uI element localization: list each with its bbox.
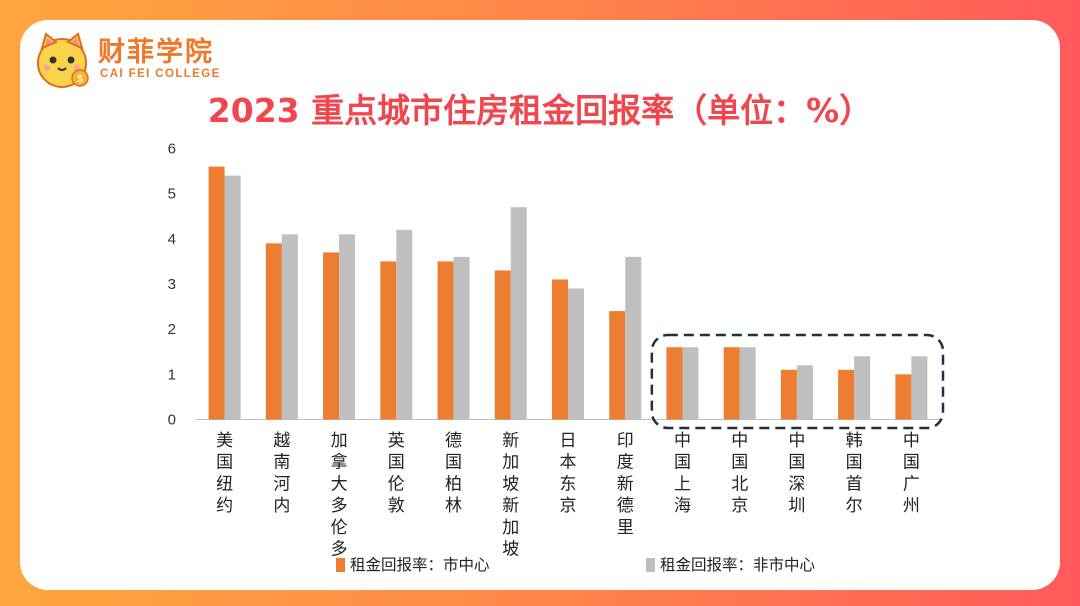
bar-series1 xyxy=(323,252,340,420)
bar-series1 xyxy=(552,279,568,420)
category-label: 越南河内 xyxy=(273,431,290,516)
bar-series2 xyxy=(911,356,928,420)
category-label: 德国柏林 xyxy=(445,431,462,516)
bar-series1 xyxy=(437,261,454,420)
y-tick-label: 2 xyxy=(168,321,176,338)
bar-series2 xyxy=(281,234,298,420)
bar-series1 xyxy=(838,369,855,420)
brand-name-cn: 财菲学院 xyxy=(98,37,214,68)
bar-series2 xyxy=(568,288,584,420)
bar-series2 xyxy=(625,256,642,420)
y-tick-label: 3 xyxy=(168,276,176,293)
category-label: 中国深圳 xyxy=(788,431,805,516)
cat-mascot-icon: $ xyxy=(37,32,89,88)
bar-series2 xyxy=(854,356,871,420)
bar-series2 xyxy=(796,365,813,420)
category-label: 加拿大多伦多 xyxy=(331,431,348,560)
bar-series2 xyxy=(339,234,356,420)
slide-card: $ 财菲学院 CAI FEI COLLEGE 2023 重点城市住房租金回报率（… xyxy=(20,20,1060,590)
bar-series1 xyxy=(265,243,282,420)
y-tick-label: 5 xyxy=(168,186,176,203)
bar-series2 xyxy=(682,347,699,420)
category-label: 中国北京 xyxy=(731,431,748,516)
category-label: 美国纽约 xyxy=(216,431,233,516)
category-label: 英国伦敦 xyxy=(388,431,405,516)
brand-name-en: CAI FEI COLLEGE xyxy=(100,68,221,80)
category-label: 新加坡新加坡 xyxy=(502,431,519,560)
legend-swatch-series1 xyxy=(336,558,345,572)
category-label: 中国广州 xyxy=(903,431,920,516)
y-tick-label: 1 xyxy=(168,366,176,383)
bar-series1 xyxy=(780,369,797,420)
bar-series1 xyxy=(494,270,511,420)
bar-series1 xyxy=(723,347,740,420)
bar-series1 xyxy=(609,311,626,420)
legend-label-series1: 租金回报率：市中心 xyxy=(350,556,490,574)
svg-text:$: $ xyxy=(77,74,83,85)
y-tick-label: 4 xyxy=(168,231,176,248)
bar-series2 xyxy=(739,347,756,420)
bar-series2 xyxy=(453,256,470,420)
bar-series1 xyxy=(666,347,683,420)
category-label: 印度新德里 xyxy=(617,431,634,538)
y-tick-label: 6 xyxy=(168,141,176,158)
brand-logo: $ 财菲学院 CAI FEI COLLEGE xyxy=(32,30,252,90)
highlight-box xyxy=(650,333,945,430)
category-label: 韩国首尔 xyxy=(846,431,863,516)
bar-series1 xyxy=(380,261,397,420)
y-tick-label: 0 xyxy=(168,412,176,429)
bar-series2 xyxy=(396,229,413,420)
bar-series2 xyxy=(510,207,527,420)
bar-series1 xyxy=(208,166,225,420)
chart-title: 2023 重点城市住房租金回报率（单位：%） xyxy=(207,91,873,130)
category-label: 中国上海 xyxy=(674,431,691,516)
legend-swatch-series2 xyxy=(646,558,655,572)
bar-series2 xyxy=(224,175,241,420)
category-label: 日本东京 xyxy=(560,431,577,516)
legend-label-series2: 租金回报率：非市中心 xyxy=(660,556,815,574)
bar-series1 xyxy=(895,374,912,420)
